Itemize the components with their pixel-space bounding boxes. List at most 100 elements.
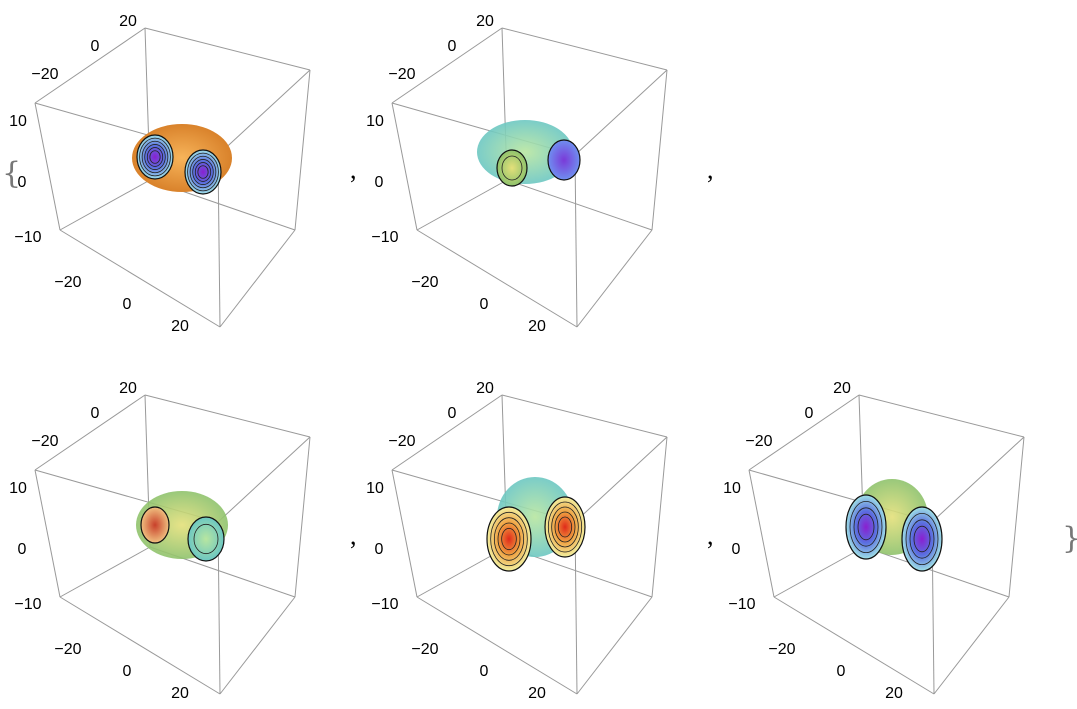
tick-label: 0 bbox=[480, 663, 489, 680]
contour-line bbox=[853, 507, 879, 547]
contour-line bbox=[501, 155, 523, 181]
box-edge bbox=[858, 394, 1025, 438]
box-edge bbox=[416, 596, 578, 695]
tick-label: 10 bbox=[9, 113, 27, 130]
tick-label: 0 bbox=[732, 541, 741, 558]
contour-section bbox=[496, 149, 528, 187]
tick-label: −10 bbox=[371, 229, 398, 246]
separator: , bbox=[350, 155, 357, 184]
box-edge bbox=[1008, 436, 1025, 598]
box-edge bbox=[34, 469, 61, 598]
contour-line bbox=[909, 519, 935, 559]
contour-section bbox=[187, 516, 225, 562]
box-edge bbox=[501, 27, 668, 71]
box-edge bbox=[773, 596, 935, 695]
box-edge bbox=[773, 546, 865, 598]
box-edge bbox=[501, 394, 668, 438]
contour-line bbox=[194, 162, 212, 182]
box-edge bbox=[144, 27, 311, 71]
contour-line bbox=[193, 523, 219, 555]
tick-label: 20 bbox=[885, 685, 903, 702]
tick-label: 20 bbox=[171, 318, 189, 335]
contour-line bbox=[905, 512, 939, 565]
tick-label: −10 bbox=[14, 596, 41, 613]
contour-section bbox=[544, 496, 586, 558]
contour-line bbox=[141, 140, 169, 174]
tick-label: 20 bbox=[833, 380, 851, 397]
contour-line bbox=[146, 147, 164, 167]
tick-label: −10 bbox=[14, 229, 41, 246]
tick-label: 0 bbox=[375, 174, 384, 191]
tick-label: −20 bbox=[768, 641, 795, 658]
tick-label: −20 bbox=[388, 433, 415, 450]
tick-label: 0 bbox=[448, 405, 457, 422]
contour-line bbox=[497, 522, 521, 556]
contour-line bbox=[144, 144, 166, 170]
tick-label: 10 bbox=[723, 480, 741, 497]
contour-section bbox=[845, 494, 887, 560]
tick-label: 10 bbox=[9, 480, 27, 497]
box-edge bbox=[294, 436, 311, 598]
tick-label: 0 bbox=[448, 38, 457, 55]
tick-label: 20 bbox=[119, 13, 137, 30]
tick-label: 0 bbox=[805, 405, 814, 422]
box-edge bbox=[748, 469, 775, 598]
box-edge bbox=[576, 229, 653, 328]
box-edge bbox=[748, 394, 860, 471]
plot-3d: 20 0 −20 10 0 −10 −20 0 20 bbox=[366, 380, 668, 702]
box-edge bbox=[576, 596, 653, 695]
tick-label: −20 bbox=[411, 274, 438, 291]
tick-label: 0 bbox=[123, 296, 132, 313]
contour-line bbox=[139, 137, 171, 177]
box-edge bbox=[933, 596, 1010, 695]
tick-label: −20 bbox=[388, 66, 415, 83]
box-edge bbox=[391, 102, 418, 231]
tick-label: −10 bbox=[371, 596, 398, 613]
box-edge bbox=[931, 436, 1025, 523]
contour-line bbox=[149, 150, 161, 164]
tick-label: 10 bbox=[366, 480, 384, 497]
box-edge bbox=[391, 394, 503, 471]
tick-label: 0 bbox=[18, 174, 27, 191]
box-edge bbox=[574, 154, 578, 328]
contour-line bbox=[490, 511, 528, 567]
tick-label: 10 bbox=[366, 113, 384, 130]
box-edge bbox=[34, 102, 61, 231]
box-edge bbox=[219, 229, 296, 328]
box-edge bbox=[59, 229, 221, 328]
box-edge bbox=[59, 546, 151, 598]
box-edge bbox=[391, 469, 418, 598]
contour-section bbox=[547, 139, 581, 181]
box-edge bbox=[863, 546, 1010, 598]
plot-3d: 20 0 −20 10 0 −10 −20 0 20 bbox=[9, 13, 311, 335]
box-edge bbox=[34, 27, 146, 104]
tick-label: 0 bbox=[480, 296, 489, 313]
contour-section bbox=[486, 506, 532, 572]
contour-line bbox=[557, 516, 573, 538]
tick-label: 0 bbox=[123, 663, 132, 680]
box-edge bbox=[294, 69, 311, 231]
tick-label: −20 bbox=[54, 274, 81, 291]
contour-line bbox=[857, 513, 875, 541]
box-edge bbox=[217, 69, 311, 156]
box-edge bbox=[651, 69, 668, 231]
tick-label: −20 bbox=[411, 641, 438, 658]
contour-section bbox=[140, 506, 170, 544]
contour-line bbox=[192, 159, 214, 185]
separator: , bbox=[350, 521, 357, 550]
contour-line bbox=[551, 506, 579, 548]
tick-label: −20 bbox=[54, 641, 81, 658]
box-edge bbox=[144, 394, 311, 438]
box-edge bbox=[219, 596, 296, 695]
box-edge bbox=[574, 436, 668, 523]
contour-line bbox=[189, 155, 217, 189]
separator: , bbox=[707, 155, 714, 184]
tick-label: 20 bbox=[119, 380, 137, 397]
box-edge bbox=[217, 436, 311, 523]
box-edge bbox=[416, 229, 578, 328]
contour-line bbox=[554, 511, 576, 543]
box-edge bbox=[574, 69, 668, 156]
tick-label: −10 bbox=[728, 596, 755, 613]
contour-section bbox=[901, 506, 943, 572]
contour-line bbox=[547, 501, 583, 553]
